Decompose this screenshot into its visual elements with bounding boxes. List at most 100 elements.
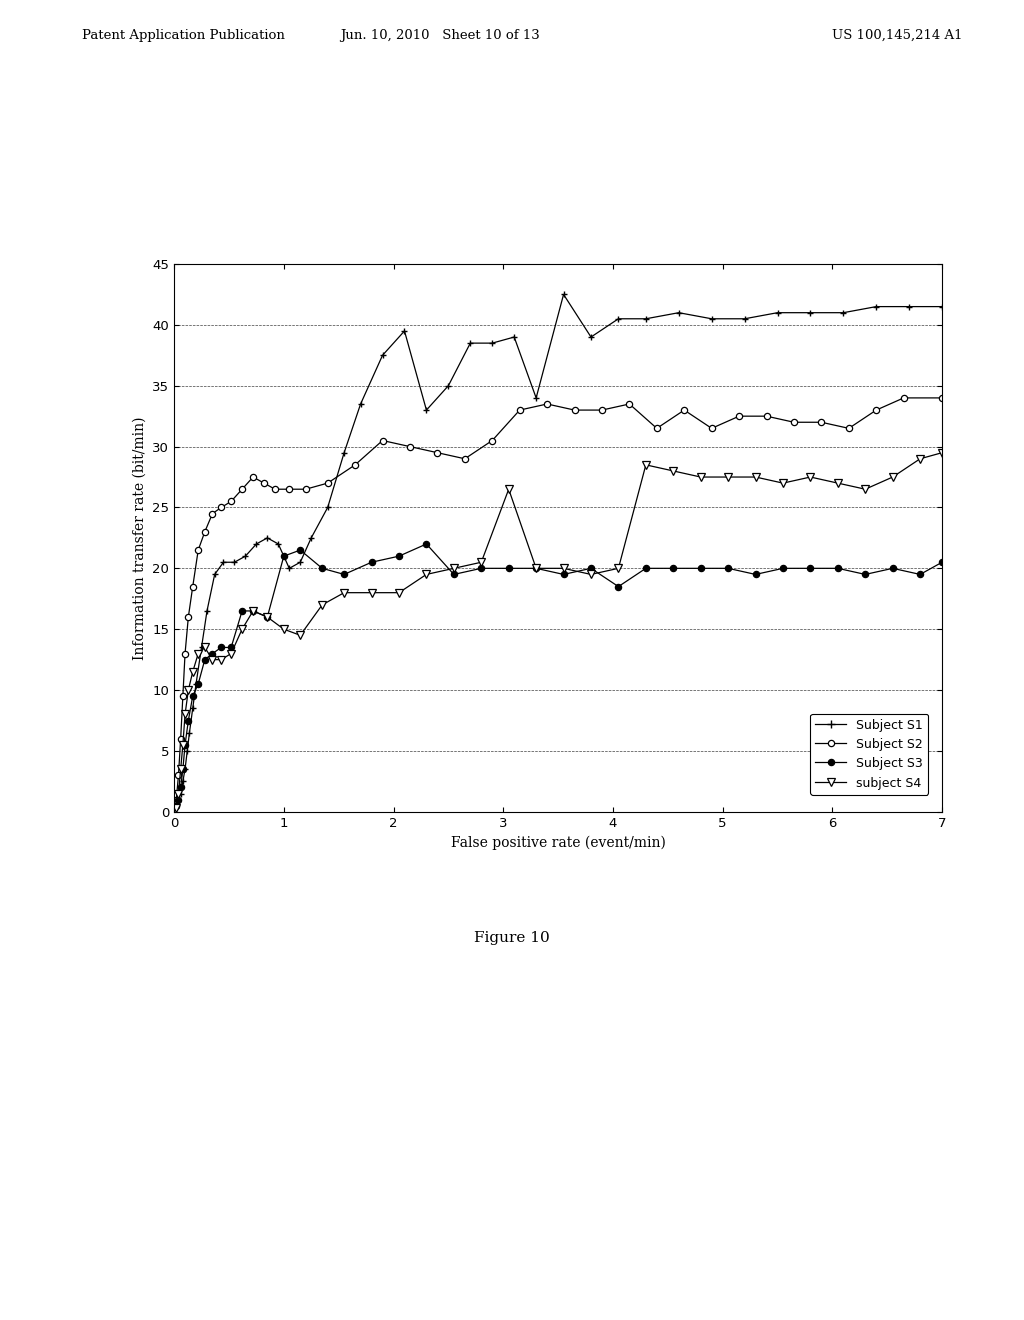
Subject S3 [804,561,816,577]
Subject S1 [179,762,191,777]
Subject S2 [182,609,195,624]
subject S4 [936,445,948,461]
Subject S2 [215,499,227,515]
subject S4 [186,664,199,680]
Subject S1 [557,286,569,302]
Subject S3 [585,561,597,577]
Subject S1 [228,554,241,570]
Subject S2 [300,482,312,498]
Subject S3 [294,543,306,558]
Subject S2 [706,420,718,436]
subject S4 [179,706,191,722]
Subject S3 [475,561,487,577]
subject S4 [172,785,184,801]
subject S4 [193,645,205,661]
Subject S3 [278,548,290,564]
Subject S2 [761,408,773,424]
Subject S3 [668,561,680,577]
Subject S1 [464,335,476,351]
Subject S1 [442,378,455,393]
Subject S3 [199,652,211,668]
Subject S1 [585,329,597,345]
Subject S3 [831,561,844,577]
Subject S2 [269,482,282,498]
Subject S1 [338,445,350,461]
X-axis label: False positive rate (event/min): False positive rate (event/min) [451,836,666,850]
Subject S1 [186,701,199,717]
Subject S1 [936,298,948,314]
Line: Subject S2: Subject S2 [173,395,945,803]
subject S4 [859,482,871,498]
subject S4 [247,603,259,619]
subject S4 [278,622,290,638]
Line: subject S4: subject S4 [172,449,946,812]
Subject S1 [240,548,252,564]
Subject S3 [182,713,195,729]
Subject S2 [624,396,636,412]
Subject S1 [177,774,189,789]
Subject S2 [459,451,471,467]
Subject S2 [897,389,910,405]
Subject S1 [209,566,221,582]
Subject S2 [541,396,553,412]
Text: US 100,145,214 A1: US 100,145,214 A1 [833,29,963,42]
Subject S3 [640,561,652,577]
Subject S2 [258,475,270,491]
Subject S1 [398,323,411,339]
subject S4 [722,469,734,484]
Subject S1 [250,536,262,552]
subject S4 [420,566,432,582]
Subject S3 [247,603,259,619]
Subject S3 [186,688,199,704]
Subject S2 [568,403,581,418]
subject S4 [207,652,219,668]
Subject S1 [706,312,718,327]
Subject S3 [316,561,329,577]
Text: Patent Application Publication: Patent Application Publication [82,29,285,42]
Subject S2 [678,403,690,418]
Subject S1 [322,499,334,515]
Subject S2 [650,420,663,436]
Subject S2 [193,543,205,558]
subject S4 [174,762,186,777]
Subject S2 [787,414,800,430]
Subject S2 [843,420,855,436]
subject S4 [393,585,406,601]
subject S4 [750,469,762,484]
Subject S3 [207,645,219,661]
Subject S1 [508,329,520,345]
Subject S3 [236,603,248,619]
Subject S1 [612,312,625,327]
Subject S1 [804,305,816,321]
Subject S3 [420,536,432,552]
Subject S3 [612,578,625,594]
Subject S1 [183,725,196,741]
Subject S1 [903,298,915,314]
Subject S2 [247,469,259,484]
Subject S3 [503,561,515,577]
Subject S1 [838,305,850,321]
subject S4 [612,561,625,577]
Subject S1 [673,305,685,321]
Subject S1 [530,389,543,405]
Subject S3 [557,566,569,582]
Subject S2 [186,578,199,594]
Subject S1 [201,603,213,619]
subject S4 [338,585,350,601]
subject S4 [804,469,816,484]
Subject S2 [596,403,608,418]
Subject S2 [172,767,184,783]
Subject S3 [936,554,948,570]
Subject S2 [377,433,389,449]
Subject S3 [261,609,273,624]
Subject S3 [694,561,707,577]
subject S4 [557,561,569,577]
subject S4 [215,652,227,668]
Subject S2 [733,408,745,424]
Line: Subject S1: Subject S1 [173,290,945,809]
Subject S2 [179,645,191,661]
Subject S2 [486,433,499,449]
Subject S1 [272,536,285,552]
Subject S1 [174,785,186,801]
Subject S1 [640,312,652,327]
